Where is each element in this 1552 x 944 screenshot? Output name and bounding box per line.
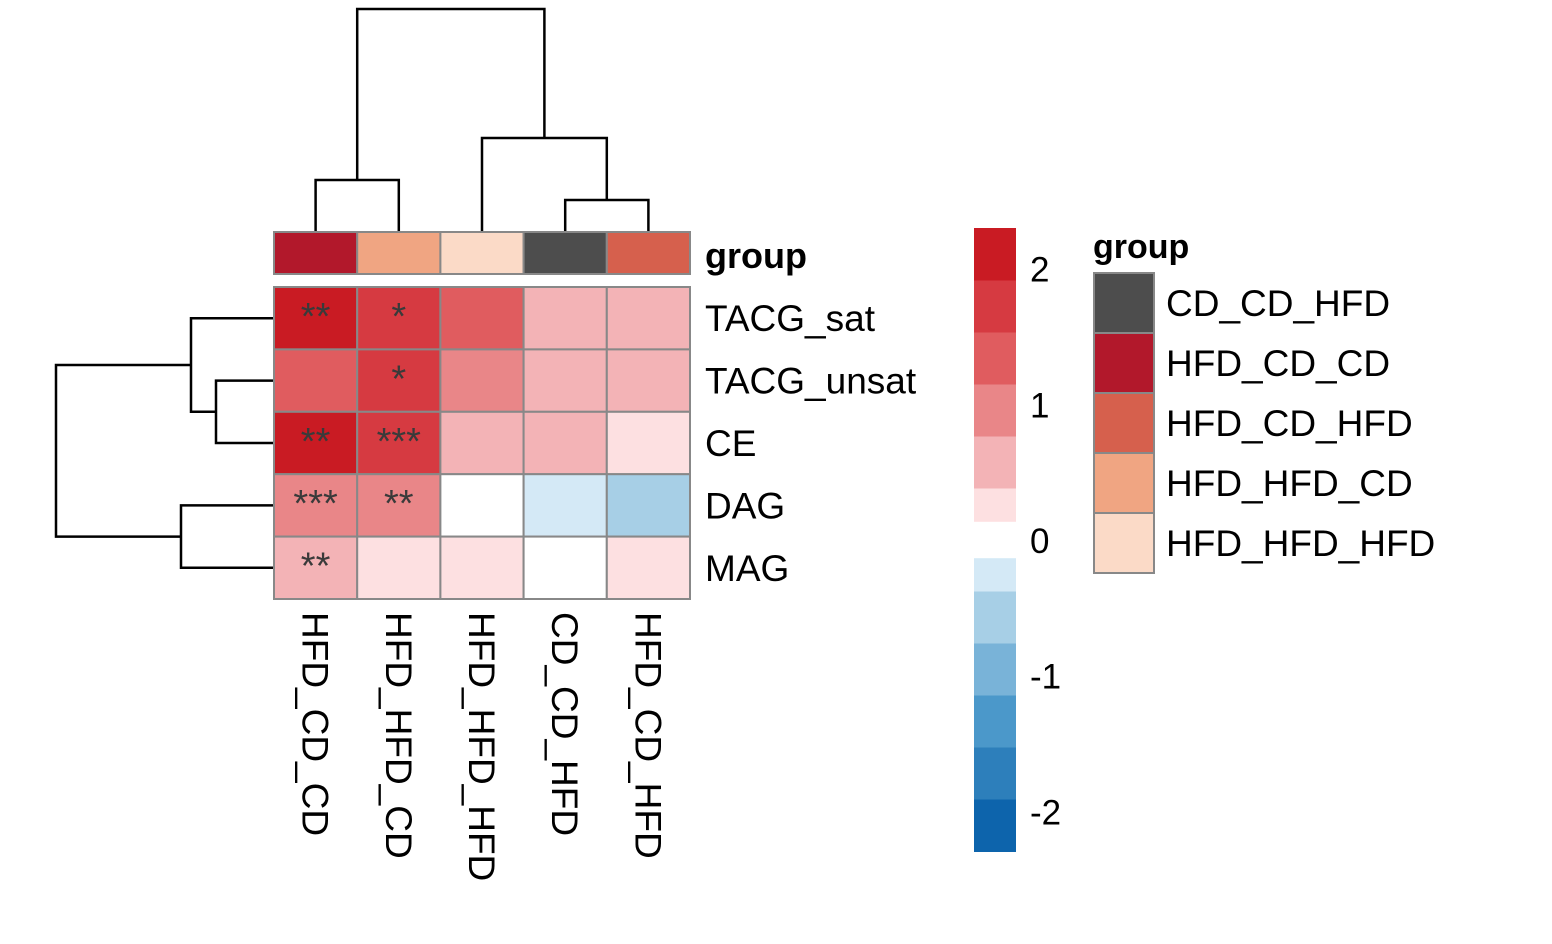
- column-dendrogram-branch: [563, 198, 650, 232]
- significance-label: *: [391, 296, 406, 338]
- annotation-row: [273, 231, 691, 275]
- annotation-cell-hfd-hfd-cd: [356, 231, 442, 275]
- cell-tacg-unsat-cd-cd-hfd: [522, 348, 608, 413]
- color-scale-bin: [974, 799, 1016, 852]
- column-dendrogram-branch: [355, 7, 546, 180]
- row-label-tacg-unsat: TACG_unsat: [705, 361, 917, 402]
- column-label-hfd-hfd-cd: HFD_HFD_CD: [378, 612, 419, 859]
- annotation-cell-cd-cd-hfd: [522, 231, 608, 275]
- significance-label: ***: [377, 421, 422, 463]
- cell-mag-cd-cd-hfd: [522, 535, 608, 600]
- legend-swatch-hfd-cd-hfd: [1093, 392, 1155, 454]
- cell-tacg-sat-hfd-cd-hfd: [605, 286, 691, 351]
- cell-mag-hfd-hfd-cd: [356, 535, 442, 600]
- legend-swatch-hfd-hfd-cd: [1093, 452, 1155, 514]
- cell-tacg-sat-hfd-hfd-cd: [356, 286, 442, 351]
- cell-dag-cd-cd-hfd: [522, 473, 608, 538]
- color-scale-bin: [974, 695, 1016, 748]
- column-label-cd-cd-hfd: CD_CD_HFD: [544, 612, 585, 836]
- color-scale-bin: [974, 747, 1016, 800]
- column-dendrogram-branch: [314, 178, 401, 232]
- cell-tacg-sat-cd-cd-hfd: [522, 286, 608, 351]
- cell-ce-hfd-hfd-hfd: [439, 410, 525, 476]
- legend-swatch-cd-cd-hfd: [1093, 272, 1155, 334]
- cell-tacg-unsat-hfd-hfd-hfd: [439, 348, 525, 413]
- color-scale-tick-label: -1: [1030, 658, 1061, 697]
- significance-label: **: [301, 296, 331, 338]
- significance-label: *: [391, 358, 406, 400]
- group-legend: group CD_CD_HFD HFD_CD_CD HFD_CD_HFD HFD_HF…: [1093, 228, 1435, 574]
- row-label-ce: CE: [705, 423, 756, 464]
- legend-label-cd-cd-hfd: CD_CD_HFD: [1166, 283, 1390, 324]
- row-label-mag: MAG: [705, 548, 789, 589]
- column-label-hfd-cd-cd: HFD_CD_CD: [295, 612, 336, 836]
- color-scale-bin: [974, 436, 1016, 489]
- annotation-cell-hfd-cd-cd: [273, 231, 359, 275]
- color-scale-bin: [974, 643, 1016, 696]
- row-dendrogram-branch: [179, 504, 274, 570]
- legend-title: group: [1093, 228, 1189, 266]
- cell-tacg-sat-hfd-hfd-hfd: [439, 286, 525, 351]
- color-scale-tick-label: 0: [1030, 522, 1049, 561]
- cell-tacg-sat-hfd-cd-cd: [273, 286, 359, 351]
- cell-tacg-unsat-hfd-cd-cd: [273, 348, 359, 413]
- significance-label: **: [301, 421, 331, 463]
- color-scale-bin: [974, 228, 1016, 281]
- color-scale-tick-label: 2: [1030, 251, 1049, 290]
- annotation-cell-hfd-cd-hfd: [605, 231, 691, 275]
- legend-label-hfd-cd-cd: HFD_CD_CD: [1166, 343, 1390, 384]
- row-dendrogram-branch: [54, 363, 191, 538]
- cell-tacg-unsat-hfd-cd-hfd: [605, 348, 691, 413]
- column-dendrogram: [314, 7, 650, 232]
- color-scale-bin: [974, 591, 1016, 644]
- cell-dag-hfd-cd-hfd: [605, 473, 691, 538]
- color-scale-tick-label: 1: [1030, 386, 1049, 425]
- legend-swatch-hfd-hfd-hfd: [1093, 512, 1155, 574]
- legend-swatch-hfd-cd-cd: [1093, 332, 1155, 394]
- column-dendrogram-branch: [480, 136, 609, 232]
- row-dendrogram: [54, 316, 274, 570]
- color-scale-bin: [974, 384, 1016, 437]
- heatmap-cells: ** **** ****** ****: [273, 286, 691, 600]
- column-label-hfd-hfd-hfd: HFD_HFD_HFD: [461, 612, 502, 881]
- row-label-tacg-sat: TACG_sat: [705, 298, 876, 339]
- significance-label: ***: [293, 483, 338, 525]
- annotation-cell-hfd-hfd-hfd: [439, 231, 525, 275]
- cell-mag-hfd-cd-cd: [273, 535, 359, 600]
- row-dendrogram-branch: [189, 316, 274, 414]
- significance-label: **: [301, 546, 331, 588]
- cell-mag-hfd-hfd-hfd: [439, 535, 525, 600]
- color-scale-zero-band: [974, 521, 1016, 559]
- row-labels: TACG_sat TACG_unsat CE DAG MAG: [705, 298, 917, 589]
- significance-label: **: [384, 483, 414, 525]
- legend-label-hfd-hfd-hfd: HFD_HFD_HFD: [1166, 523, 1435, 564]
- color-scale-tick-label: -2: [1030, 793, 1061, 832]
- column-labels: HFD_CD_CD HFD_HFD_CD HFD_HFD_HFD CD_CD_HFD H…: [295, 612, 669, 881]
- legend-label-hfd-hfd-cd: HFD_HFD_CD: [1166, 463, 1413, 504]
- color-scale-bin: [974, 332, 1016, 385]
- column-label-hfd-cd-hfd: HFD_CD_HFD: [627, 612, 668, 859]
- cell-dag-hfd-cd-cd: [273, 473, 359, 538]
- cell-dag-hfd-hfd-hfd: [439, 473, 525, 538]
- annotation-label: group: [705, 235, 807, 276]
- cell-ce-hfd-cd-hfd: [605, 410, 691, 476]
- cell-mag-hfd-cd-hfd: [605, 535, 691, 600]
- cell-ce-cd-cd-hfd: [522, 410, 608, 476]
- row-dendrogram-branch: [214, 379, 274, 445]
- color-scale-bin: [974, 280, 1016, 333]
- row-label-dag: DAG: [705, 485, 785, 526]
- legend-label-hfd-cd-hfd: HFD_CD_HFD: [1166, 403, 1413, 444]
- color-scale-bar: 2 1 0 -1 -2: [974, 228, 1061, 852]
